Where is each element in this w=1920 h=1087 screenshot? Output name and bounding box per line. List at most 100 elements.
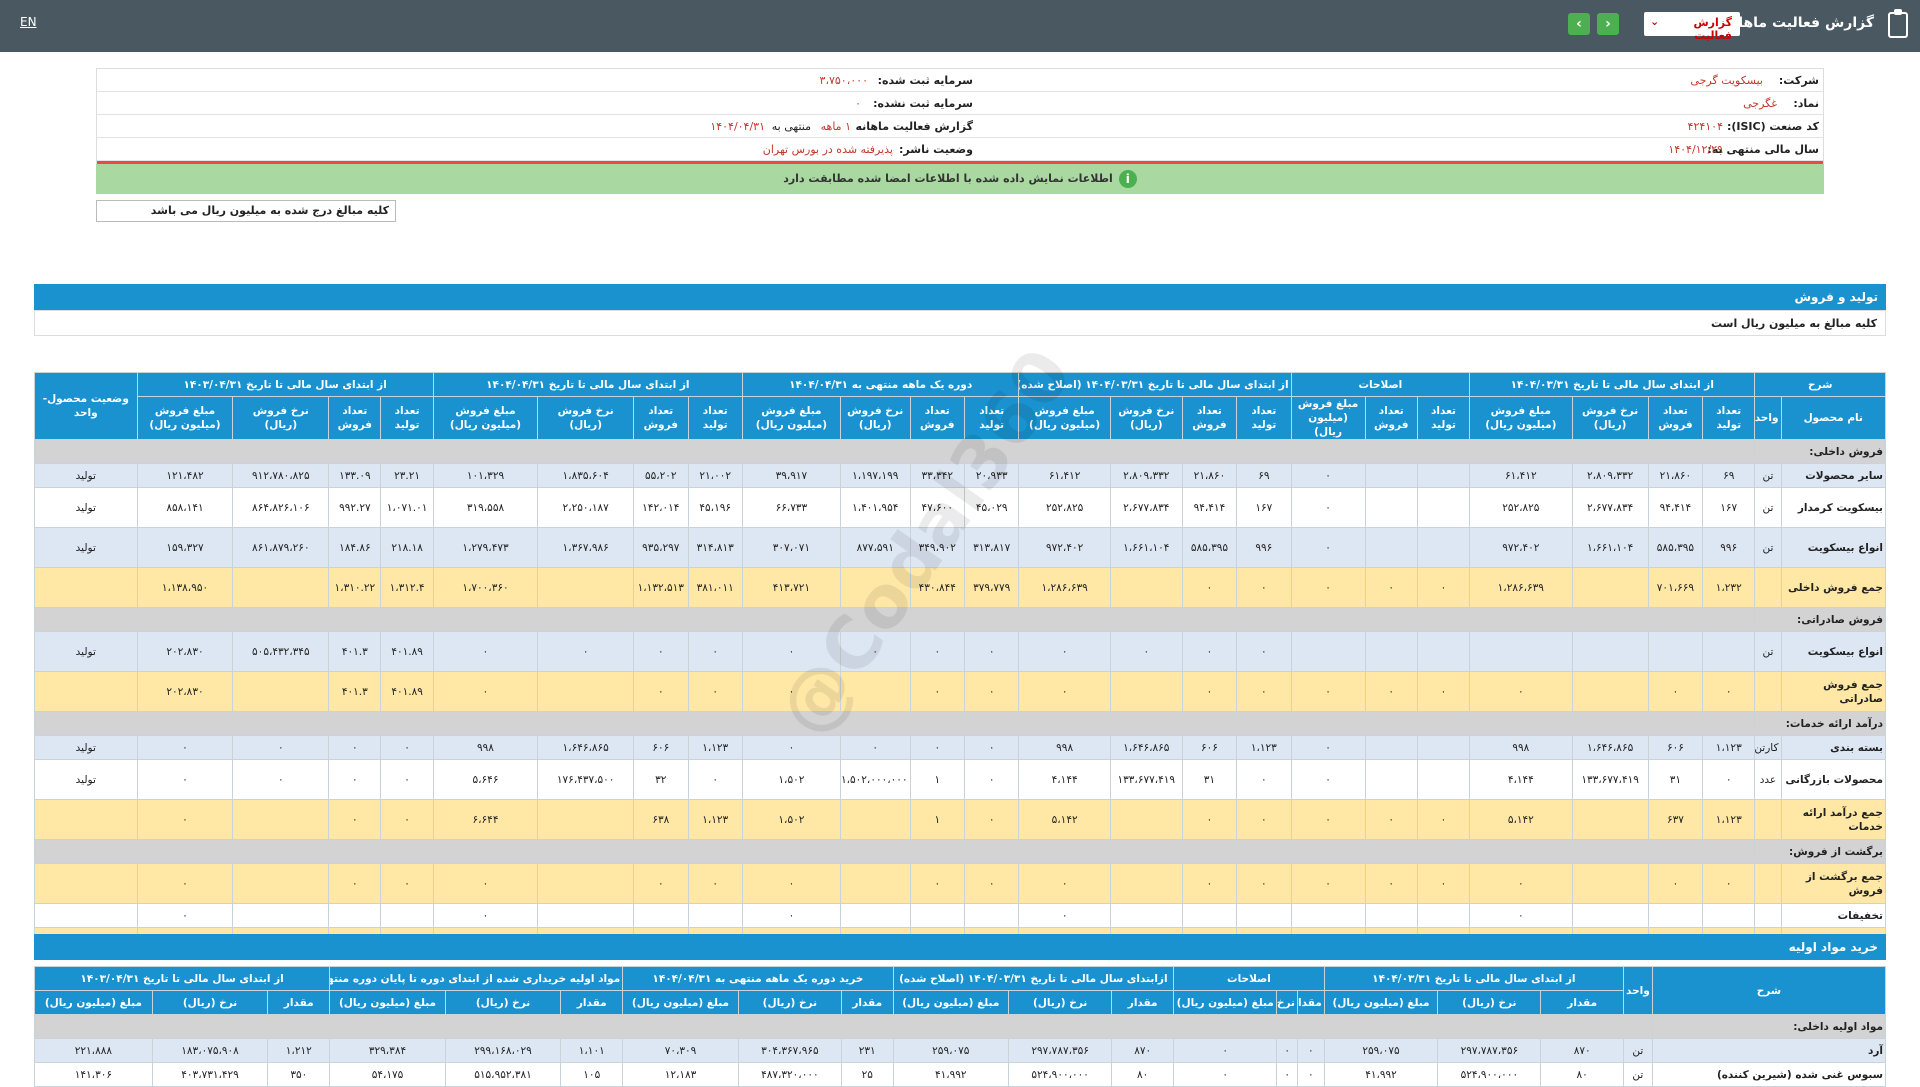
table-cell: ۹۹۲.۲۷ — [328, 487, 382, 528]
table-cell: ۴۸۷،۳۲۰،۰۰۰ — [737, 1062, 842, 1087]
table-cell: ۰ — [741, 671, 841, 712]
col-header: تعداد فروش — [1364, 396, 1418, 440]
table-cell: تن — [1622, 1062, 1653, 1087]
table-cell: ۲۵ — [840, 1062, 894, 1087]
table-cell: ۰ — [136, 903, 234, 928]
table-cell: ۱۰۱،۳۲۹ — [432, 463, 539, 488]
row-label: جمع درآمد ارائه خدمات — [1780, 799, 1886, 840]
symbol-link[interactable]: غگرجی — [1743, 97, 1777, 110]
table-cell: ۰ — [1181, 863, 1238, 904]
table-cell: ۲۱،۸۶۰ — [1181, 463, 1238, 488]
group-header-2: از ابتدای سال مالی تا تاریخ ۱۴۰۴/۰۳/۳۱ — [1323, 966, 1624, 991]
table-cell: ۰ — [1236, 759, 1292, 800]
capital-unreg-value: ۰ — [855, 97, 861, 110]
table-row: آرد تن ۸۷۰ ۲۹۷،۷۸۷،۳۵۶ ۲۵۹،۰۷۵ ۰ ۰ ۰ ۸۷۰ ۲۹۷،۷۸۷،… — [34, 1038, 1887, 1063]
group-filler — [33, 607, 1756, 632]
table-cell: ۲۲۱،۸۸۸ — [34, 1038, 153, 1063]
col-header: نرخ (ریال) — [1008, 990, 1113, 1015]
fiscal-year-value: ۱۴۰۴/۱۲/۲۹ — [1668, 143, 1723, 156]
col-header: مبلغ (میلیون ریال) — [1173, 990, 1278, 1015]
table-cell: ۱،۱۰۱ — [560, 1038, 624, 1063]
table-cell: ۲۱۸.۱۸ — [380, 527, 434, 568]
table-cell: ۳۲ — [633, 759, 689, 800]
col-header: تعداد تولید — [1416, 396, 1471, 440]
table-cell — [1364, 463, 1418, 488]
table-cell: ۱،۲۷۹،۴۷۳ — [432, 527, 539, 568]
table-cell: ۹۹۸ — [1018, 735, 1111, 760]
table-cell — [1181, 903, 1238, 928]
col-header: مبلغ (میلیون ریال) — [1323, 990, 1439, 1015]
col-header: تعداد فروش — [909, 396, 965, 440]
group-label: مواد اولیه داخلی: — [1651, 1014, 1887, 1039]
table-cell — [232, 863, 330, 904]
table-cell: ۱،۶۴۶،۸۶۵ — [537, 735, 635, 760]
table-cell: ۰ — [1181, 671, 1238, 712]
table-cell: ۸۷۰ — [1540, 1038, 1624, 1063]
production-units-note: کلیه مبالغ به میلیون ریال است — [34, 310, 1886, 336]
table-cell — [1364, 487, 1418, 528]
table-cell: ۲۰۲،۸۳۰ — [136, 671, 234, 712]
table-cell: تن — [1754, 527, 1782, 568]
table-cell: ۲۱،۸۶۰ — [1647, 463, 1704, 488]
table-row: برگشت از فروش: — [33, 839, 1886, 864]
row-label: جمع فروش صادراتی — [1780, 671, 1886, 712]
isic-value: ۴۲۴۱۰۴ — [1687, 120, 1723, 133]
table-cell: ۰ — [1181, 631, 1238, 672]
materials-table: شرح واحد از ابتدای سال مالی تا تاریخ ۱۴۰۴/… — [33, 966, 1887, 1087]
table-cell — [839, 671, 911, 712]
table-cell: ۰ — [741, 903, 841, 928]
language-toggle[interactable]: EN — [20, 15, 37, 29]
table-cell: ۱،۸۳۵،۶۰۴ — [537, 463, 635, 488]
symbol-label: نماد: — [1793, 97, 1819, 110]
next-button[interactable]: › — [1597, 13, 1619, 35]
table-cell: تولید — [34, 527, 138, 568]
group-header-6: از ابتدای سال مالی تا تاریخ ۱۴۰۳/۰۴/۳۱ — [136, 372, 434, 397]
table-cell: ۰ — [380, 759, 434, 800]
table-cell: ۵۲۴،۹۰۰،۰۰۰ — [1437, 1062, 1542, 1087]
table-cell: ۰ — [1290, 799, 1366, 840]
table-cell — [633, 903, 689, 928]
table-cell: تن — [1622, 1038, 1653, 1063]
table-cell: ۰ — [1416, 863, 1471, 904]
table-cell: تن — [1754, 631, 1782, 672]
table-cell: ۸۷۷،۵۹۱ — [839, 527, 911, 568]
table-cell: ۱،۱۹۷،۱۹۹ — [839, 463, 911, 488]
table-cell: کارتن — [1754, 735, 1782, 760]
table-cell: ۰ — [1173, 1038, 1278, 1063]
col-header: نرخ (ریال) — [1276, 990, 1298, 1015]
table-cell: ۳۸۱،۰۱۱ — [687, 567, 743, 608]
table-cell: ۲۳۱ — [840, 1038, 894, 1063]
table-cell — [232, 903, 330, 928]
table-cell: ۰ — [1416, 799, 1471, 840]
table-cell: ۰ — [1469, 903, 1573, 928]
company-link[interactable]: بیسکویت گرجی — [1690, 74, 1763, 87]
report-type-value: گزارش فعالیت — [1693, 16, 1732, 42]
table-cell — [1754, 863, 1782, 904]
table-cell: ۰ — [963, 631, 1020, 672]
col-header: نرخ فروش (ریال) — [1571, 396, 1649, 440]
table-cell: ۰ — [1290, 567, 1366, 608]
table-cell: ۱۷۶،۴۳۷،۵۰۰ — [537, 759, 635, 800]
table-cell: ۰ — [1364, 671, 1418, 712]
table-cell: ۰ — [909, 631, 965, 672]
table-cell: ۱،۱۲۳ — [687, 799, 743, 840]
col-header: مبلغ فروش (میلیون ریال) — [136, 396, 234, 440]
table-cell: ۱،۱۲۳ — [1236, 735, 1292, 760]
row-label: سایر محصولات — [1780, 463, 1886, 488]
table-cell: ۶۰۶ — [1181, 735, 1238, 760]
col-header: نرخ فروش (ریال) — [537, 396, 635, 440]
table-cell: ۱۶۷ — [1236, 487, 1292, 528]
chevron-right-icon: › — [1605, 16, 1611, 32]
table-cell: ۶۱،۴۱۲ — [1469, 463, 1573, 488]
table-cell: ۱،۵۰۲ — [741, 799, 841, 840]
report-type-select[interactable]: گزارش فعالیت ⌄ — [1644, 12, 1740, 42]
group-label: فروش داخلی: — [1754, 439, 1886, 464]
table-cell: ۲۰۲،۸۳۰ — [136, 631, 234, 672]
table-row: فروش صادراتی: — [33, 607, 1886, 632]
prev-button[interactable]: ‹ — [1568, 13, 1590, 35]
row-label: محصولات بازرگانی — [1780, 759, 1886, 800]
table-cell: ۴۷،۶۰۰ — [909, 487, 965, 528]
table-cell: ۰ — [687, 759, 743, 800]
row-label: بیسکویت کرمدار — [1780, 487, 1886, 528]
table-cell: ۹۳۵،۲۹۷ — [633, 527, 689, 568]
